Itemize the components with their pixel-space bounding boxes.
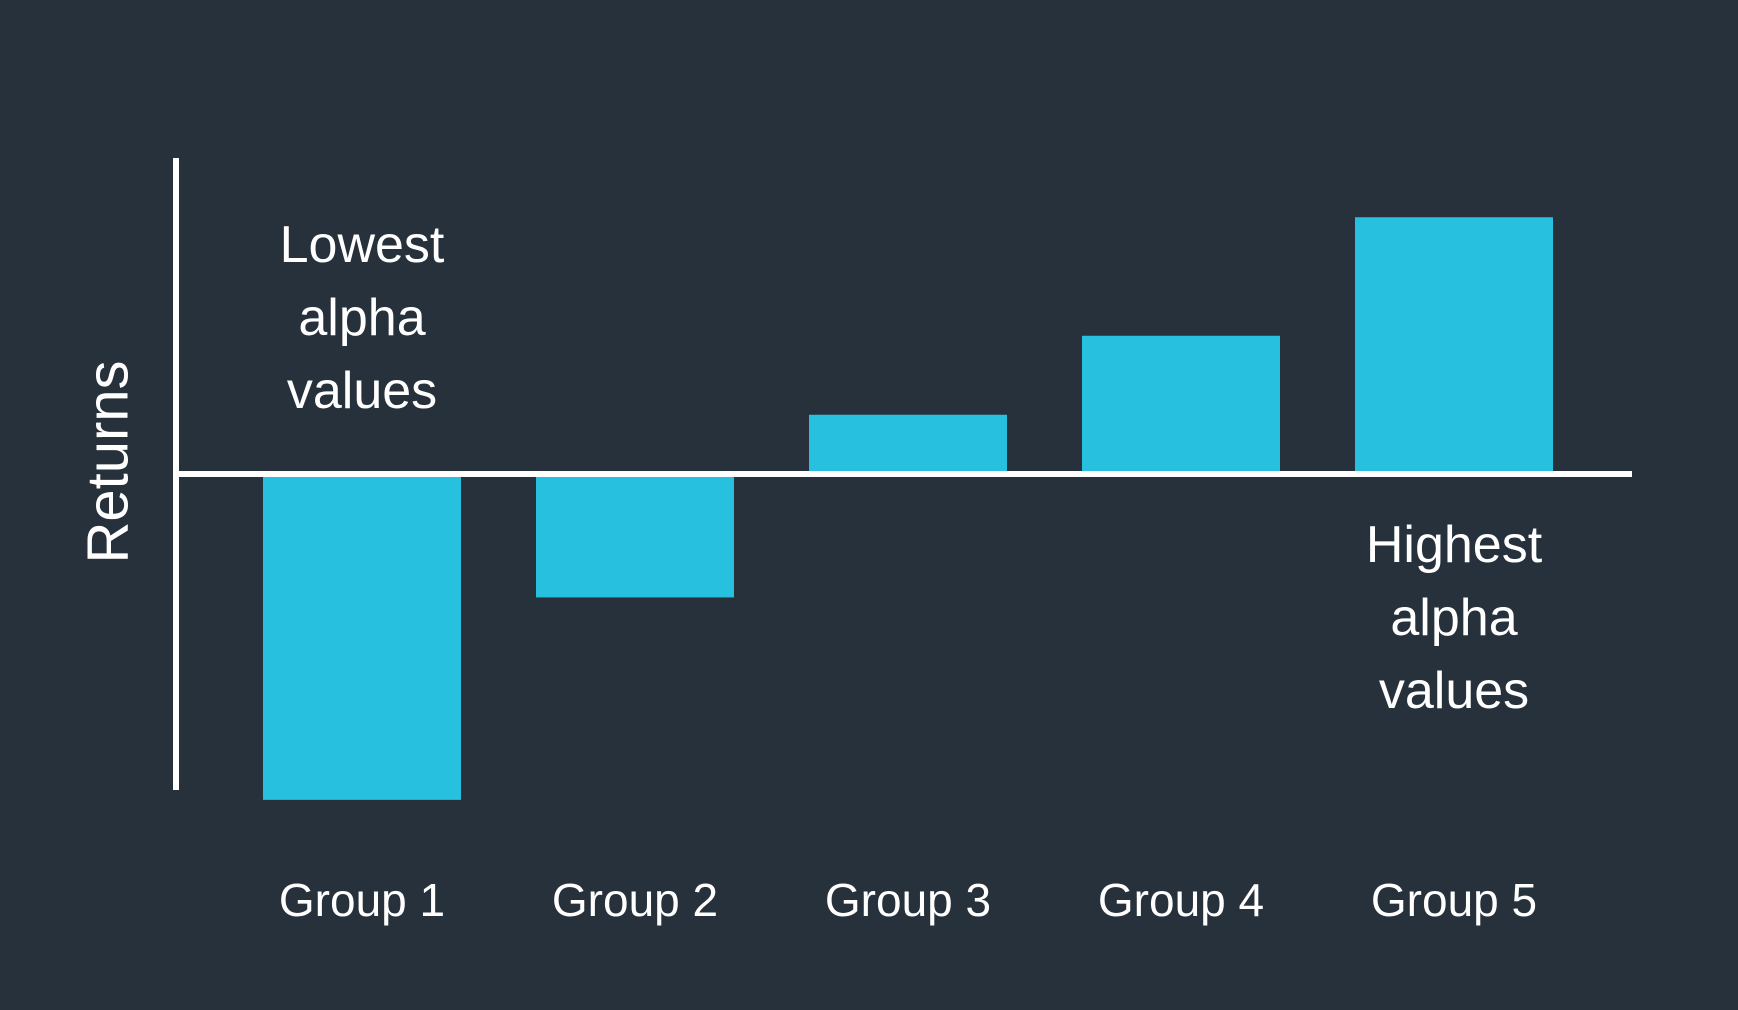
annotation-line: values [287, 362, 437, 420]
x-tick-label: Group 3 [825, 874, 991, 926]
bar-group-3 [809, 414, 1007, 474]
annotation-line: values [1379, 662, 1529, 720]
x-tick-label: Group 1 [279, 874, 445, 926]
x-tick-label: Group 4 [1098, 874, 1264, 926]
x-tick-label: Group 5 [1371, 874, 1537, 926]
x-tick-label: Group 2 [552, 874, 718, 926]
annotations-group: Lowest alpha values Highest alpha values [280, 216, 1543, 720]
annotation-line: Lowest [280, 216, 445, 274]
annotation-line: alpha [1390, 589, 1517, 647]
annotation-line: alpha [298, 289, 425, 347]
y-axis-label: Returns [75, 360, 140, 563]
lowest-alpha-annotation: Lowest alpha values [280, 216, 445, 420]
bar-group-1 [263, 474, 461, 800]
annotation-line: Highest [1366, 516, 1543, 574]
x-tick-labels: Group 1 Group 2 Group 3 Group 4 Group 5 [279, 874, 1537, 926]
bar-group-2 [536, 474, 734, 598]
bars-group [263, 217, 1553, 800]
highest-alpha-annotation: Highest alpha values [1366, 516, 1543, 720]
bar-group-4 [1082, 335, 1280, 474]
bar-group-5 [1355, 217, 1553, 474]
